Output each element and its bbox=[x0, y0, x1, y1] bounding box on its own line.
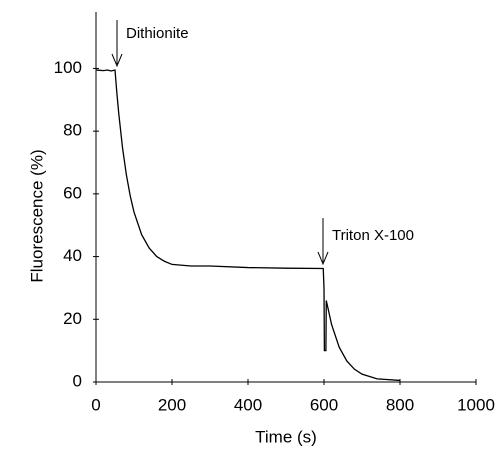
annotation: Triton X-100 bbox=[332, 227, 414, 244]
x-tick-label: 400 bbox=[234, 395, 262, 414]
x-tick-label: 0 bbox=[91, 395, 100, 414]
x-axis-label: Time (s) bbox=[255, 427, 317, 446]
y-axis-label: Fluorescence (%) bbox=[27, 149, 46, 282]
x-tick-label: 800 bbox=[386, 395, 414, 414]
data-line bbox=[95, 69, 401, 382]
y-tick-label: 0 bbox=[73, 371, 82, 390]
y-tick-label: 40 bbox=[63, 246, 82, 265]
y-tick-label: 60 bbox=[63, 183, 82, 202]
x-tick-label: 1000 bbox=[457, 395, 495, 414]
y-tick-label: 20 bbox=[63, 309, 82, 328]
y-tick-label: 80 bbox=[63, 121, 82, 140]
x-tick-label: 600 bbox=[310, 395, 338, 414]
arrow-head bbox=[317, 251, 329, 266]
arrow-head bbox=[111, 53, 123, 68]
x-tick-label: 200 bbox=[158, 395, 186, 414]
annotation: Dithionite bbox=[126, 25, 189, 42]
y-tick-label: 100 bbox=[54, 58, 82, 77]
